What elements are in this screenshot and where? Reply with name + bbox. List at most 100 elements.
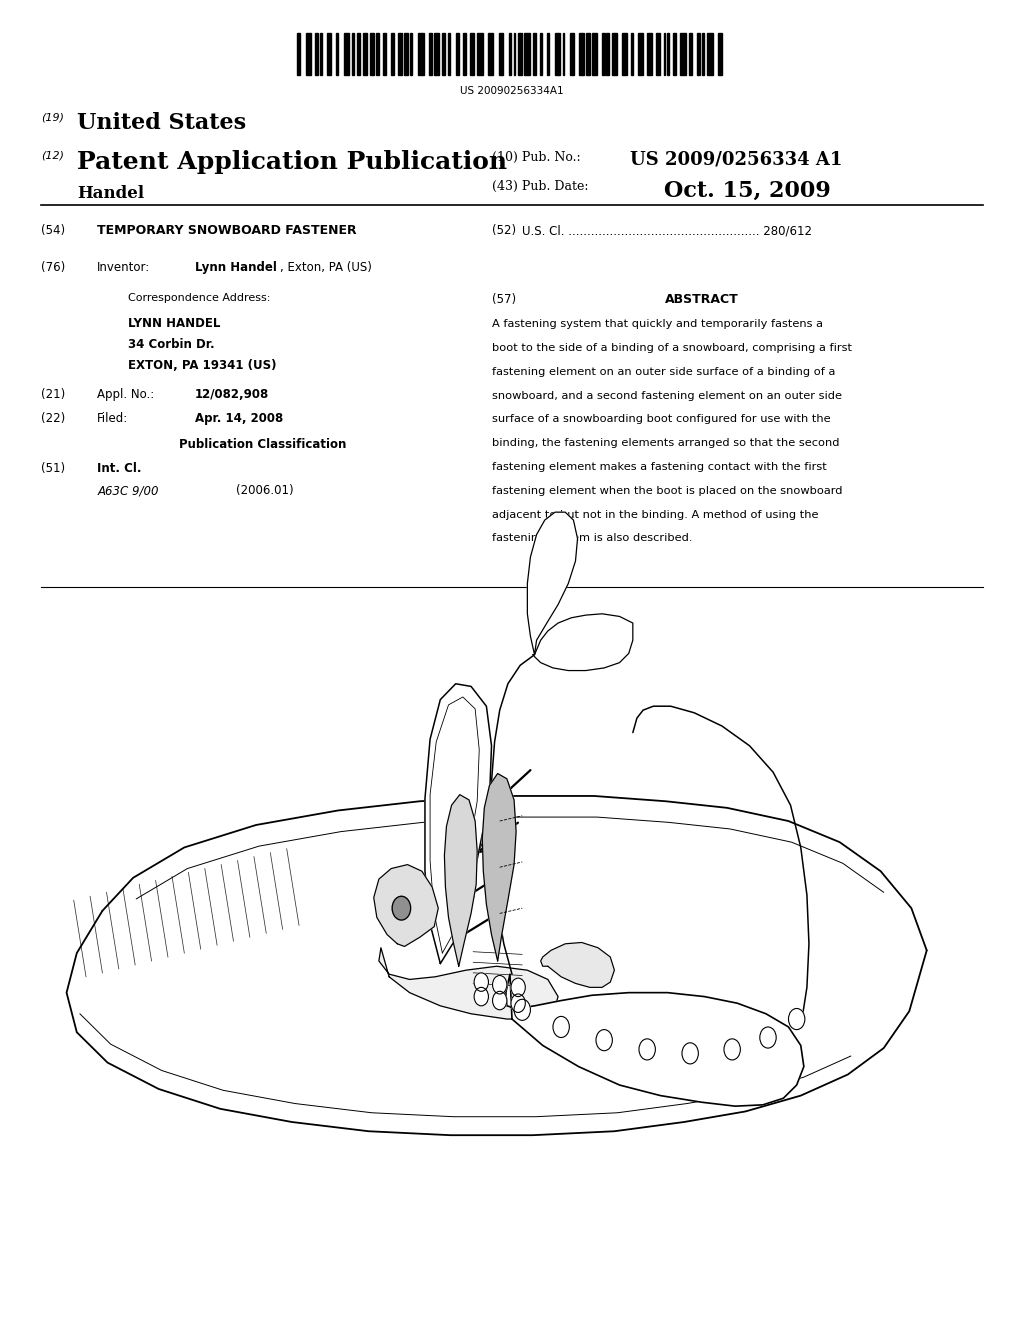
Circle shape bbox=[639, 1039, 655, 1060]
Circle shape bbox=[553, 1016, 569, 1038]
Circle shape bbox=[596, 1030, 612, 1051]
Bar bbox=[631, 33, 633, 75]
Bar bbox=[701, 33, 705, 75]
Text: snowboard, and a second fastening element on an outer side: snowboard, and a second fastening elemen… bbox=[492, 391, 842, 401]
Bar bbox=[718, 33, 722, 75]
Bar bbox=[315, 33, 317, 75]
Circle shape bbox=[682, 1043, 698, 1064]
Polygon shape bbox=[527, 512, 578, 655]
Bar bbox=[403, 33, 408, 75]
Circle shape bbox=[493, 975, 507, 994]
Bar bbox=[547, 33, 549, 75]
Text: TEMPORARY SNOWBOARD FASTENER: TEMPORARY SNOWBOARD FASTENER bbox=[97, 224, 357, 238]
Text: Correspondence Address:: Correspondence Address: bbox=[128, 293, 270, 304]
Bar bbox=[391, 33, 394, 75]
Text: Publication Classification: Publication Classification bbox=[179, 438, 346, 451]
Bar bbox=[587, 33, 590, 75]
Circle shape bbox=[474, 973, 488, 991]
Text: Lynn Handel: Lynn Handel bbox=[195, 261, 276, 275]
Circle shape bbox=[474, 987, 488, 1006]
Bar bbox=[514, 33, 515, 75]
Bar bbox=[606, 33, 609, 75]
Text: surface of a snowboarding boot configured for use with the: surface of a snowboarding boot configure… bbox=[492, 414, 830, 425]
Bar bbox=[434, 33, 439, 75]
Polygon shape bbox=[532, 614, 633, 671]
Text: (43) Pub. Date:: (43) Pub. Date: bbox=[492, 180, 588, 193]
Text: fastening system is also described.: fastening system is also described. bbox=[492, 533, 692, 544]
Text: Handel: Handel bbox=[77, 185, 144, 202]
Bar bbox=[688, 33, 692, 75]
Bar bbox=[328, 33, 332, 75]
Text: (2006.01): (2006.01) bbox=[236, 484, 293, 498]
Bar bbox=[638, 33, 643, 75]
Bar bbox=[306, 33, 311, 75]
Bar bbox=[463, 33, 466, 75]
Bar bbox=[555, 33, 560, 75]
Circle shape bbox=[724, 1039, 740, 1060]
Text: adjacent to but not in the binding. A method of using the: adjacent to but not in the binding. A me… bbox=[492, 510, 818, 520]
Bar bbox=[664, 33, 666, 75]
Bar bbox=[656, 33, 660, 75]
Bar bbox=[344, 33, 349, 75]
Circle shape bbox=[392, 896, 411, 920]
Polygon shape bbox=[541, 942, 614, 987]
Bar bbox=[429, 33, 432, 75]
Bar bbox=[487, 33, 494, 75]
Text: (54): (54) bbox=[41, 224, 66, 238]
Text: boot to the side of a binding of a snowboard, comprising a first: boot to the side of a binding of a snowb… bbox=[492, 343, 852, 354]
Bar bbox=[418, 33, 424, 75]
Bar bbox=[319, 33, 322, 75]
Text: fastening element makes a fastening contact with the first: fastening element makes a fastening cont… bbox=[492, 462, 826, 473]
Text: (57): (57) bbox=[492, 293, 516, 306]
Circle shape bbox=[511, 994, 525, 1012]
Bar bbox=[352, 33, 354, 75]
Text: EXTON, PA 19341 (US): EXTON, PA 19341 (US) bbox=[128, 359, 276, 372]
Text: Appl. No.:: Appl. No.: bbox=[97, 388, 155, 401]
Text: binding, the fastening elements arranged so that the second: binding, the fastening elements arranged… bbox=[492, 438, 839, 449]
Bar bbox=[524, 33, 529, 75]
Text: (21): (21) bbox=[41, 388, 66, 401]
Text: A63C 9/00: A63C 9/00 bbox=[97, 484, 159, 498]
Polygon shape bbox=[425, 684, 492, 964]
Bar bbox=[397, 33, 402, 75]
Bar bbox=[509, 33, 511, 75]
Text: US 2009/0256334 A1: US 2009/0256334 A1 bbox=[630, 150, 842, 169]
Bar bbox=[612, 33, 617, 75]
Text: U.S. Cl. ................................................... 280/612: U.S. Cl. ...............................… bbox=[522, 224, 812, 238]
Circle shape bbox=[493, 991, 507, 1010]
Text: fastening element on an outer side surface of a binding of a: fastening element on an outer side surfa… bbox=[492, 367, 835, 378]
Bar bbox=[449, 33, 451, 75]
Text: (19): (19) bbox=[41, 112, 63, 123]
Text: ABSTRACT: ABSTRACT bbox=[665, 293, 738, 306]
Text: fastening element when the boot is placed on the snowboard: fastening element when the boot is place… bbox=[492, 486, 842, 496]
Circle shape bbox=[760, 1027, 776, 1048]
Text: LYNN HANDEL: LYNN HANDEL bbox=[128, 317, 220, 330]
Bar bbox=[563, 33, 564, 75]
Text: (76): (76) bbox=[41, 261, 66, 275]
Bar bbox=[668, 33, 669, 75]
Text: 12/082,908: 12/082,908 bbox=[195, 388, 269, 401]
Polygon shape bbox=[67, 796, 927, 1135]
Text: Filed:: Filed: bbox=[97, 412, 129, 425]
Circle shape bbox=[788, 1008, 805, 1030]
Bar bbox=[601, 33, 604, 75]
Circle shape bbox=[514, 999, 530, 1020]
Bar bbox=[364, 33, 367, 75]
Text: US 20090256334A1: US 20090256334A1 bbox=[460, 86, 564, 96]
Bar bbox=[518, 33, 521, 75]
Text: (51): (51) bbox=[41, 462, 66, 475]
Bar bbox=[540, 33, 542, 75]
Bar bbox=[356, 33, 359, 75]
Text: Inventor:: Inventor: bbox=[97, 261, 151, 275]
Polygon shape bbox=[379, 948, 558, 1019]
Bar bbox=[622, 33, 628, 75]
Bar bbox=[470, 33, 474, 75]
Polygon shape bbox=[374, 865, 438, 946]
Circle shape bbox=[511, 978, 525, 997]
Bar bbox=[442, 33, 444, 75]
Bar bbox=[476, 33, 482, 75]
Text: (10) Pub. No.:: (10) Pub. No.: bbox=[492, 150, 581, 164]
Text: United States: United States bbox=[77, 112, 246, 135]
Bar bbox=[647, 33, 652, 75]
Text: (22): (22) bbox=[41, 412, 66, 425]
